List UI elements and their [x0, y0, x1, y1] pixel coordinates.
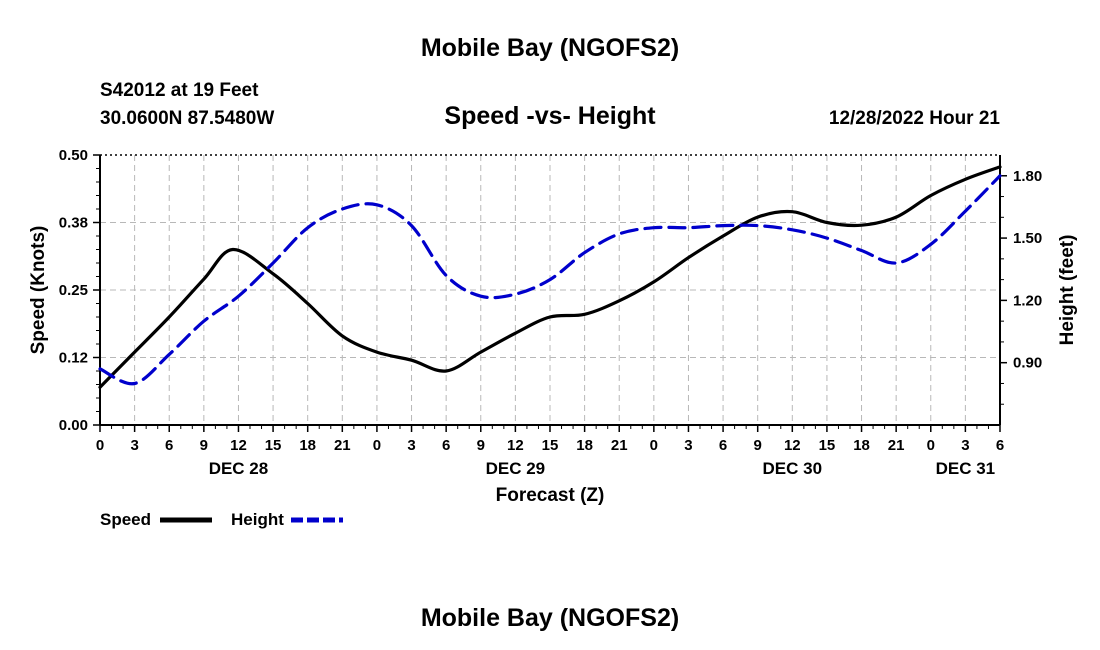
y-left-tick-label: 0.12 [59, 350, 88, 367]
chart-title: Speed -vs- Height [444, 102, 656, 130]
x-tick-label: 21 [888, 437, 905, 454]
x-tick-label: 6 [165, 437, 173, 454]
y-axis-label-right: Height (feet) [1057, 235, 1078, 346]
legend: Speed Height [100, 510, 343, 529]
x-tick-label: 18 [853, 437, 870, 454]
legend-label-height: Height [231, 510, 284, 529]
location-label: 30.0600N 87.5480W [100, 108, 274, 129]
legend-label-speed: Speed [100, 510, 151, 529]
x-tick-label: 15 [542, 437, 559, 454]
series-line-height [98, 174, 1002, 386]
date-label: DEC 30 [763, 459, 823, 478]
x-tick-label: 9 [754, 437, 762, 454]
x-tick-label: 12 [230, 437, 247, 454]
x-tick-label: 9 [477, 437, 485, 454]
y-right-tick-label: 0.90 [1013, 355, 1042, 372]
axes: 0 3 6 9 12 15 18 21 0 3 6 9 12 15 18 21 0 3 6 9 12 15 18 21 0 3 6D… [59, 147, 1042, 478]
x-tick-label: 0 [927, 437, 935, 454]
grid [100, 155, 1000, 425]
x-tick-label: 12 [507, 437, 524, 454]
timestamp-label: 12/28/2022 Hour 21 [829, 108, 1001, 129]
y-left-tick-label: 0.00 [59, 417, 88, 434]
page-title: Mobile Bay (NGOFS2) [421, 34, 679, 62]
date-label: DEC 28 [209, 459, 269, 478]
x-tick-label: 9 [200, 437, 208, 454]
date-label: DEC 29 [486, 459, 546, 478]
series-line-speed [98, 165, 1002, 389]
x-tick-label: 21 [334, 437, 351, 454]
x-tick-label: 12 [784, 437, 801, 454]
x-tick-label: 15 [819, 437, 836, 454]
x-tick-label: 0 [96, 437, 104, 454]
x-tick-label: 18 [576, 437, 593, 454]
footer-title: Mobile Bay (NGOFS2) [421, 604, 679, 632]
x-tick-label: 6 [442, 437, 450, 454]
date-label: DEC 31 [936, 459, 996, 478]
x-tick-label: 3 [130, 437, 138, 454]
y-left-tick-label: 0.50 [59, 147, 88, 164]
x-tick-label: 3 [407, 437, 415, 454]
y-left-tick-label: 0.38 [59, 215, 88, 232]
x-tick-label: 0 [650, 437, 658, 454]
y-axis-label-left: Speed (Knots) [28, 226, 49, 355]
y-right-tick-label: 1.50 [1013, 230, 1042, 247]
x-tick-label: 15 [265, 437, 282, 454]
x-tick-label: 0 [373, 437, 381, 454]
x-tick-label: 3 [684, 437, 692, 454]
y-right-tick-label: 1.20 [1013, 292, 1042, 309]
x-tick-label: 21 [611, 437, 628, 454]
x-tick-label: 18 [299, 437, 316, 454]
series [98, 165, 1002, 389]
x-tick-label: 6 [996, 437, 1004, 454]
x-tick-label: 6 [719, 437, 727, 454]
x-axis-label: Forecast (Z) [496, 485, 605, 506]
y-right-tick-label: 1.80 [1013, 168, 1042, 185]
station-label: S42012 at 19 Feet [100, 80, 259, 101]
y-left-tick-label: 0.25 [59, 282, 88, 299]
x-tick-label: 3 [961, 437, 969, 454]
